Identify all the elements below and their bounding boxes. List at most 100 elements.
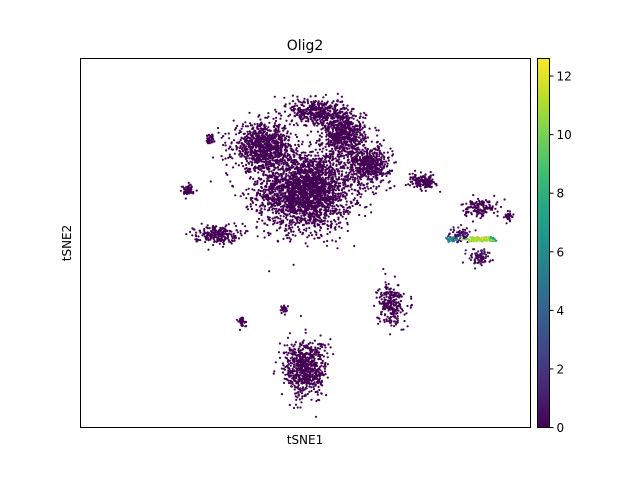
- scatter-point: [324, 214, 327, 217]
- scatter-point: [318, 236, 321, 239]
- scatter-point: [345, 153, 348, 156]
- scatter-point: [342, 183, 345, 187]
- scatter-point: [289, 168, 292, 171]
- scatter-point: [276, 166, 279, 169]
- scatter-point: [357, 152, 360, 155]
- scatter-point: [241, 149, 244, 152]
- scatter-point: [352, 168, 355, 171]
- scatter-point: [366, 159, 369, 162]
- scatter-point: [339, 204, 342, 207]
- scatter-point: [278, 220, 281, 223]
- scatter-point: [296, 198, 299, 201]
- scatter-point: [339, 199, 342, 202]
- scatter-point: [242, 145, 245, 148]
- scatter-point: [301, 211, 304, 215]
- scatter-point: [267, 157, 270, 160]
- scatter-point: [291, 94, 294, 97]
- scatter-point: [321, 142, 324, 145]
- scatter-point: [389, 186, 392, 190]
- scatter-point: [334, 192, 337, 195]
- scatter-point: [274, 167, 277, 170]
- scatter-point: [290, 230, 293, 233]
- scatter-point: [246, 170, 249, 173]
- scatter-point: [287, 209, 290, 212]
- scatter-point: [306, 219, 309, 222]
- scatter-point: [367, 187, 370, 190]
- scatter-point: [348, 150, 351, 153]
- scatter-point: [241, 123, 244, 126]
- scatter-point: [370, 178, 374, 181]
- scatter-point: [244, 121, 247, 124]
- scatter-point: [354, 178, 357, 181]
- scatter-point: [346, 184, 350, 187]
- scatter-point: [326, 122, 329, 125]
- scatter-point: [343, 182, 346, 185]
- scatter-point: [357, 179, 360, 182]
- scatter-point: [282, 198, 286, 201]
- scatter-point: [307, 192, 310, 195]
- scatter-point: [244, 171, 248, 174]
- scatter-point: [268, 270, 271, 273]
- scatter-point: [289, 175, 292, 178]
- scatter-point: [314, 198, 317, 201]
- scatter-point: [312, 157, 315, 161]
- scatter-point: [337, 216, 340, 219]
- scatter-point: [279, 152, 282, 155]
- scatter-point: [251, 201, 255, 204]
- scatter-point: [296, 221, 299, 224]
- scatter-point: [249, 176, 252, 179]
- scatter-point: [327, 186, 330, 189]
- scatter-point: [334, 175, 337, 178]
- scatter-point: [297, 202, 300, 205]
- scatter-point: [277, 153, 281, 156]
- scatter-point: [317, 122, 320, 125]
- scatter-point: [285, 209, 288, 212]
- scatter-point: [236, 124, 239, 127]
- scatter-point: [322, 165, 325, 168]
- scatter-point: [287, 179, 290, 182]
- scatter-point: [365, 168, 368, 171]
- scatter-point: [291, 233, 294, 236]
- scatter-point: [217, 131, 220, 134]
- scatter-point: [357, 159, 360, 162]
- scatter-point: [345, 217, 348, 220]
- scatter-point: [309, 151, 312, 154]
- scatter-point: [366, 185, 369, 188]
- scatter-point: [322, 160, 325, 163]
- scatter-point: [245, 197, 248, 200]
- scatter-point: [278, 208, 281, 211]
- scatter-point: [344, 120, 347, 123]
- scatter-point: [284, 161, 287, 164]
- scatter-point: [270, 191, 274, 194]
- scatter-point: [337, 218, 340, 221]
- scatter-point: [290, 159, 293, 162]
- scatter-point: [291, 176, 294, 179]
- scatter-point: [331, 209, 334, 213]
- scatter-point: [249, 149, 252, 152]
- scatter-point: [351, 204, 354, 208]
- scatter-point: [342, 212, 346, 216]
- scatter-point: [275, 210, 278, 213]
- scatter-point: [299, 175, 302, 178]
- scatter-point: [287, 186, 291, 189]
- scatter-point: [377, 129, 380, 132]
- scatter-point: [291, 119, 294, 122]
- scatter-point: [292, 221, 295, 224]
- scatter-point: [362, 121, 365, 124]
- scatter-point: [342, 210, 345, 213]
- scatter-point: [353, 126, 356, 129]
- scatter-point: [329, 210, 332, 213]
- scatter-point: [315, 141, 318, 144]
- scatter-point: [354, 138, 357, 141]
- scatter-point: [337, 160, 340, 163]
- scatter-point: [350, 138, 353, 141]
- scatter-point: [316, 130, 319, 133]
- scatter-point: [344, 175, 347, 178]
- scatter-point: [384, 160, 387, 163]
- scatter-point: [343, 116, 347, 119]
- scatter-point: [327, 124, 330, 127]
- scatter-point: [279, 168, 282, 171]
- scatter-point: [308, 145, 311, 148]
- scatter-point: [337, 205, 340, 208]
- scatter-point: [290, 160, 293, 164]
